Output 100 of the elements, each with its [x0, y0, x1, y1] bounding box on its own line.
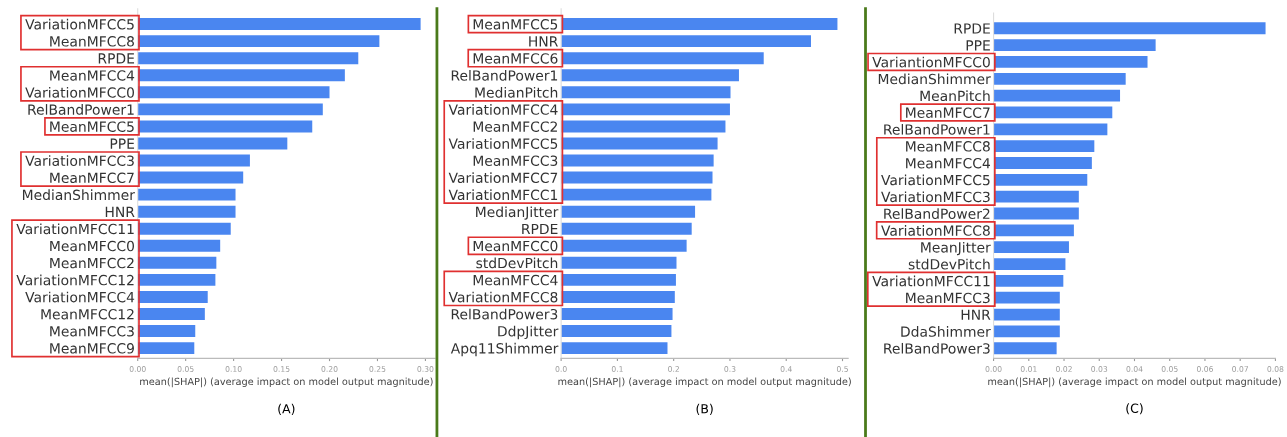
y-tick-label: RelBandPower1 — [884, 124, 990, 135]
y-tick-label: MeanMFCC4 — [50, 70, 135, 81]
y-tick-label: VariationMFCC1 — [448, 189, 558, 201]
bar — [561, 342, 668, 355]
bar — [137, 18, 421, 31]
y-tick-label: VariationMFCC4 — [25, 291, 135, 303]
y-tick-label: MeanMFCC2 — [50, 257, 134, 269]
bar — [993, 123, 1108, 136]
y-tick-label: HNR — [529, 36, 558, 47]
y-tick-label: VariationMFCC5 — [881, 174, 990, 186]
bar — [561, 222, 692, 235]
x-axis-title: mean(|SHAP|) (average impact on model output magnitude) — [140, 377, 433, 388]
text: (A) — [278, 403, 295, 415]
bar — [137, 154, 250, 167]
x-axis-title: mean(|SHAP|) (average impact on model output magnitude) — [558, 377, 851, 388]
y-tick-label: stdDevPitch — [908, 258, 990, 270]
bar — [561, 308, 673, 320]
y-tick-label: MedianShimmer — [22, 189, 135, 201]
bar — [993, 157, 1092, 169]
bar — [561, 256, 677, 269]
bar — [561, 205, 696, 218]
y-tick-label: MedianPitch — [475, 87, 558, 98]
y-tick-label: MeanMFCC5 — [50, 121, 134, 132]
bar — [993, 241, 1069, 254]
bar — [993, 39, 1156, 51]
bar — [561, 86, 731, 99]
bar — [137, 342, 195, 355]
bar — [137, 137, 288, 150]
bar — [561, 290, 675, 303]
bar — [993, 207, 1079, 220]
y-tick-label: DdpJitter — [498, 325, 559, 340]
y-tick-label: VariantionMFCC0 — [872, 56, 990, 68]
y-tick-label: MeanMFCC4 — [473, 274, 558, 286]
y-tick-label: VariationMFCC7 — [448, 172, 558, 184]
bar — [993, 22, 1266, 35]
y-tick-label: RelBandPower2 — [884, 208, 990, 219]
y-tick-label: RPDE — [954, 23, 990, 34]
bar — [993, 325, 1060, 338]
y-tick-label: RelBandPower3 — [451, 308, 558, 320]
bar — [137, 256, 217, 269]
bar — [561, 120, 726, 133]
bar — [561, 325, 672, 338]
y-tick-label: DdaShimmer — [901, 326, 991, 337]
y-tick-label: MeanMFCC3 — [906, 292, 990, 304]
bar — [993, 106, 1113, 119]
bar — [993, 140, 1095, 153]
y-tick-label: VariationMFCC4 — [448, 104, 558, 115]
y-tick-label: MeanMFCC7 — [906, 107, 990, 118]
bar — [561, 154, 714, 167]
y-tick-label: VariationMFCC11 — [872, 275, 990, 287]
y-tick-label: VariationMFCC3 — [25, 155, 134, 166]
y-tick-label: MeanMFCC0 — [50, 240, 135, 252]
bar — [561, 239, 687, 252]
bar — [137, 239, 221, 252]
y-tick-label: RelBandPower1 — [28, 104, 134, 115]
y-tick-label: VariationMFCC0 — [25, 87, 135, 98]
y-tick-label: VariationMFCC8 — [881, 225, 990, 236]
bar — [137, 222, 231, 235]
bar — [137, 86, 330, 99]
bar — [561, 35, 811, 48]
bar — [993, 190, 1079, 203]
y-tick-label: VariationMFCC11 — [16, 223, 134, 235]
bar — [137, 69, 345, 82]
bar — [137, 52, 359, 65]
y-tick-label: RPDE — [98, 53, 135, 64]
text: (B) — [696, 403, 713, 415]
bar — [137, 205, 236, 218]
bar — [993, 258, 1066, 270]
bar — [137, 290, 208, 303]
y-tick-label: VariationMFCC12 — [16, 274, 134, 286]
y-tick-label: MeanPitch — [920, 90, 990, 102]
y-tick-label: MeanMFCC3 — [473, 155, 558, 166]
bar — [137, 35, 380, 48]
bar — [561, 273, 676, 286]
y-tick-label: VariationMFCC3 — [881, 191, 990, 203]
y-tick-label: HNR — [961, 309, 991, 320]
y-tick-label: MeanMFCC2 — [473, 121, 557, 132]
bar — [137, 103, 323, 116]
bar — [561, 52, 764, 65]
y-tick-label: RPDE — [522, 223, 558, 235]
y-tick-label: MeanJitter — [921, 241, 991, 256]
y-tick-label: VariationMFCC8 — [448, 291, 558, 303]
y-tick-label: RelBandPower1 — [451, 69, 558, 81]
y-tick-label: MeanMFCC0 — [473, 240, 558, 252]
y-tick-label: MedianShimmer — [878, 73, 991, 85]
bar — [993, 89, 1121, 102]
bar — [137, 120, 313, 133]
y-tick-label: MeanMFCC8 — [906, 141, 990, 152]
bar — [993, 56, 1148, 68]
y-tick-label: MeanMFCC6 — [473, 53, 558, 64]
bar — [137, 188, 236, 201]
bar — [993, 342, 1057, 355]
bar — [137, 308, 205, 320]
bar — [137, 273, 216, 286]
text: (C) — [1126, 403, 1143, 415]
bar — [137, 171, 244, 184]
bar — [561, 188, 712, 201]
y-tick-label: stdDevPitch — [476, 257, 558, 269]
bar — [993, 72, 1126, 85]
y-tick-label: MedianJitter — [476, 206, 559, 220]
